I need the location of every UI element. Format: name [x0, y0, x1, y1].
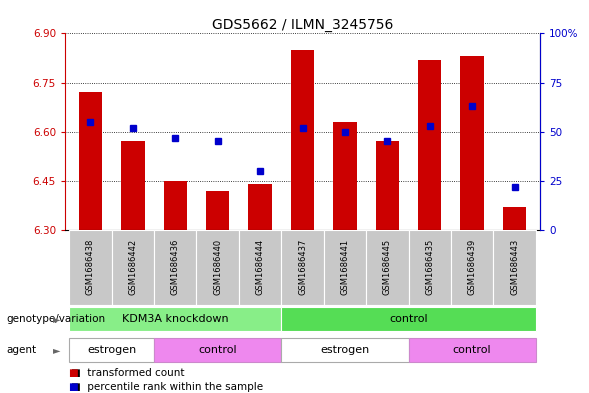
Text: ►: ► — [53, 345, 60, 355]
Text: GSM1686445: GSM1686445 — [383, 239, 392, 295]
Bar — [282, 338, 409, 362]
Text: GSM1686439: GSM1686439 — [468, 239, 477, 296]
Text: genotype/variation: genotype/variation — [6, 314, 105, 324]
Text: agent: agent — [6, 345, 36, 355]
Bar — [451, 230, 494, 305]
Text: GSM1686444: GSM1686444 — [256, 239, 264, 295]
Bar — [239, 230, 282, 305]
Bar — [376, 141, 399, 230]
Text: GSM1686443: GSM1686443 — [510, 239, 519, 296]
Bar — [418, 60, 441, 230]
Bar — [79, 92, 102, 230]
Bar — [70, 307, 282, 331]
Bar — [494, 230, 536, 305]
Text: GSM1686438: GSM1686438 — [86, 239, 95, 296]
Bar — [164, 181, 187, 230]
Text: ►: ► — [53, 314, 60, 324]
Bar — [121, 141, 144, 230]
Bar — [333, 122, 356, 230]
Text: GSM1686441: GSM1686441 — [340, 239, 349, 295]
Text: GSM1686442: GSM1686442 — [128, 239, 137, 295]
Bar — [409, 338, 536, 362]
Text: GSM1686435: GSM1686435 — [425, 239, 434, 296]
Title: GDS5662 / ILMN_3245756: GDS5662 / ILMN_3245756 — [212, 18, 393, 32]
Bar — [197, 230, 239, 305]
Text: control: control — [453, 345, 491, 355]
Text: GSM1686436: GSM1686436 — [171, 239, 180, 296]
Text: ■: ■ — [68, 368, 78, 378]
Text: ■  transformed count: ■ transformed count — [71, 368, 184, 378]
Text: ■: ■ — [68, 382, 78, 392]
Text: ■  percentile rank within the sample: ■ percentile rank within the sample — [71, 382, 263, 392]
Text: estrogen: estrogen — [87, 345, 136, 355]
Text: KDM3A knockdown: KDM3A knockdown — [122, 314, 229, 324]
Bar — [154, 338, 282, 362]
Text: estrogen: estrogen — [320, 345, 369, 355]
Bar — [291, 50, 314, 230]
Bar — [409, 230, 451, 305]
Bar — [154, 230, 197, 305]
Bar — [503, 207, 526, 230]
Bar — [366, 230, 409, 305]
Bar — [112, 230, 154, 305]
Bar — [206, 191, 229, 230]
Bar — [461, 56, 484, 230]
Bar — [249, 184, 272, 230]
Bar — [324, 230, 366, 305]
Text: control: control — [389, 314, 428, 324]
Bar — [282, 230, 324, 305]
Text: control: control — [198, 345, 237, 355]
Bar — [70, 230, 112, 305]
Text: GSM1686440: GSM1686440 — [213, 239, 222, 295]
Bar — [282, 307, 536, 331]
Text: GSM1686437: GSM1686437 — [298, 239, 307, 296]
Bar — [70, 338, 154, 362]
